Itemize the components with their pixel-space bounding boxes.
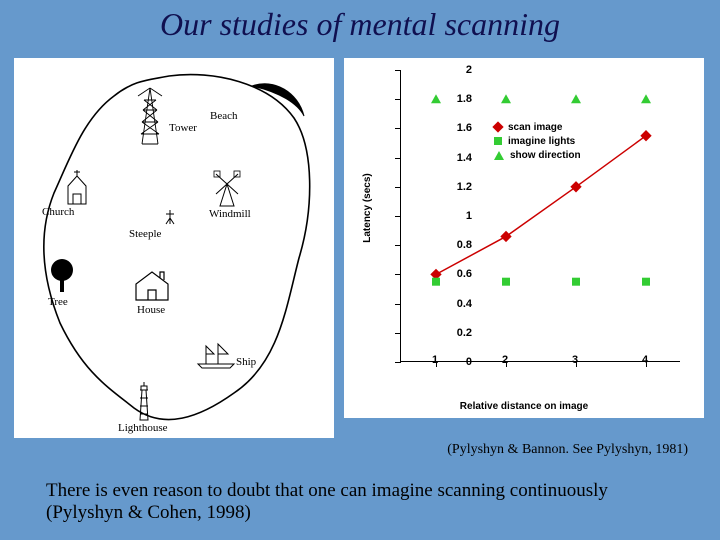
y-axis-label: Latency (secs) xyxy=(362,173,373,242)
y-tick xyxy=(395,333,401,334)
y-tick-label: 2 xyxy=(432,64,472,76)
y-tick-label: 0.8 xyxy=(432,239,472,251)
y-tick-label: 1.6 xyxy=(432,122,472,134)
triangle-icon xyxy=(494,151,504,160)
legend-label: imagine lights xyxy=(508,136,575,147)
x-tick-label: 1 xyxy=(432,354,438,366)
content-row: Tower Beach Church Windmill Steeple Tree xyxy=(14,58,706,438)
y-tick xyxy=(395,99,401,100)
ship-label: Ship xyxy=(236,356,256,368)
house-label: House xyxy=(137,304,165,316)
lighthouse-icon xyxy=(134,378,154,422)
y-tick xyxy=(395,304,401,305)
island-outline xyxy=(14,58,334,438)
tower-label: Tower xyxy=(169,122,197,134)
y-tick xyxy=(395,70,401,71)
y-tick-label: 1 xyxy=(432,210,472,222)
ship-icon xyxy=(194,340,238,370)
page-title: Our studies of mental scanning xyxy=(0,6,720,43)
lighthouse-label: Lighthouse xyxy=(118,422,168,434)
chart-panel: Latency (secs) Relative distance on imag… xyxy=(344,58,704,418)
tower-icon xyxy=(132,86,168,148)
y-tick-label: 0.2 xyxy=(432,327,472,339)
x-tick-label: 2 xyxy=(502,354,508,366)
church-icon xyxy=(62,168,92,206)
windmill-label: Windmill xyxy=(209,208,251,220)
chart-legend: scan image imagine lights show direction xyxy=(494,120,581,162)
house-icon xyxy=(132,268,172,302)
square-icon xyxy=(494,137,502,145)
x-tick-label: 4 xyxy=(642,354,648,366)
y-tick xyxy=(395,128,401,129)
legend-row: scan image xyxy=(494,120,581,134)
legend-row: show direction xyxy=(494,148,581,162)
y-tick-label: 1.2 xyxy=(432,181,472,193)
beach-label: Beach xyxy=(210,110,237,122)
y-tick xyxy=(395,187,401,188)
x-axis-label: Relative distance on image xyxy=(344,401,704,412)
tree-icon xyxy=(48,258,76,294)
legend-label: show direction xyxy=(510,150,581,161)
y-tick xyxy=(395,274,401,275)
y-tick xyxy=(395,158,401,159)
y-tick xyxy=(395,362,401,363)
y-tick-label: 0.4 xyxy=(432,298,472,310)
church-label: Church xyxy=(42,206,74,218)
tree-label: Tree xyxy=(48,296,68,308)
y-tick-label: 0.6 xyxy=(432,268,472,280)
citation-text: (Pylyshyn & Bannon. See Pylyshyn, 1981) xyxy=(447,442,688,458)
diamond-icon xyxy=(492,121,503,132)
x-tick-label: 3 xyxy=(572,354,578,366)
bottom-text: There is even reason to doubt that one c… xyxy=(46,480,674,524)
steeple-icon xyxy=(164,208,176,226)
windmill-icon xyxy=(210,168,244,208)
y-tick-label: 1.8 xyxy=(432,93,472,105)
legend-label: scan image xyxy=(508,122,562,133)
y-tick xyxy=(395,216,401,217)
legend-row: imagine lights xyxy=(494,134,581,148)
y-tick-label: 1.4 xyxy=(432,152,472,164)
steeple-label: Steeple xyxy=(129,228,161,240)
map-panel: Tower Beach Church Windmill Steeple Tree xyxy=(14,58,334,438)
y-tick xyxy=(395,245,401,246)
